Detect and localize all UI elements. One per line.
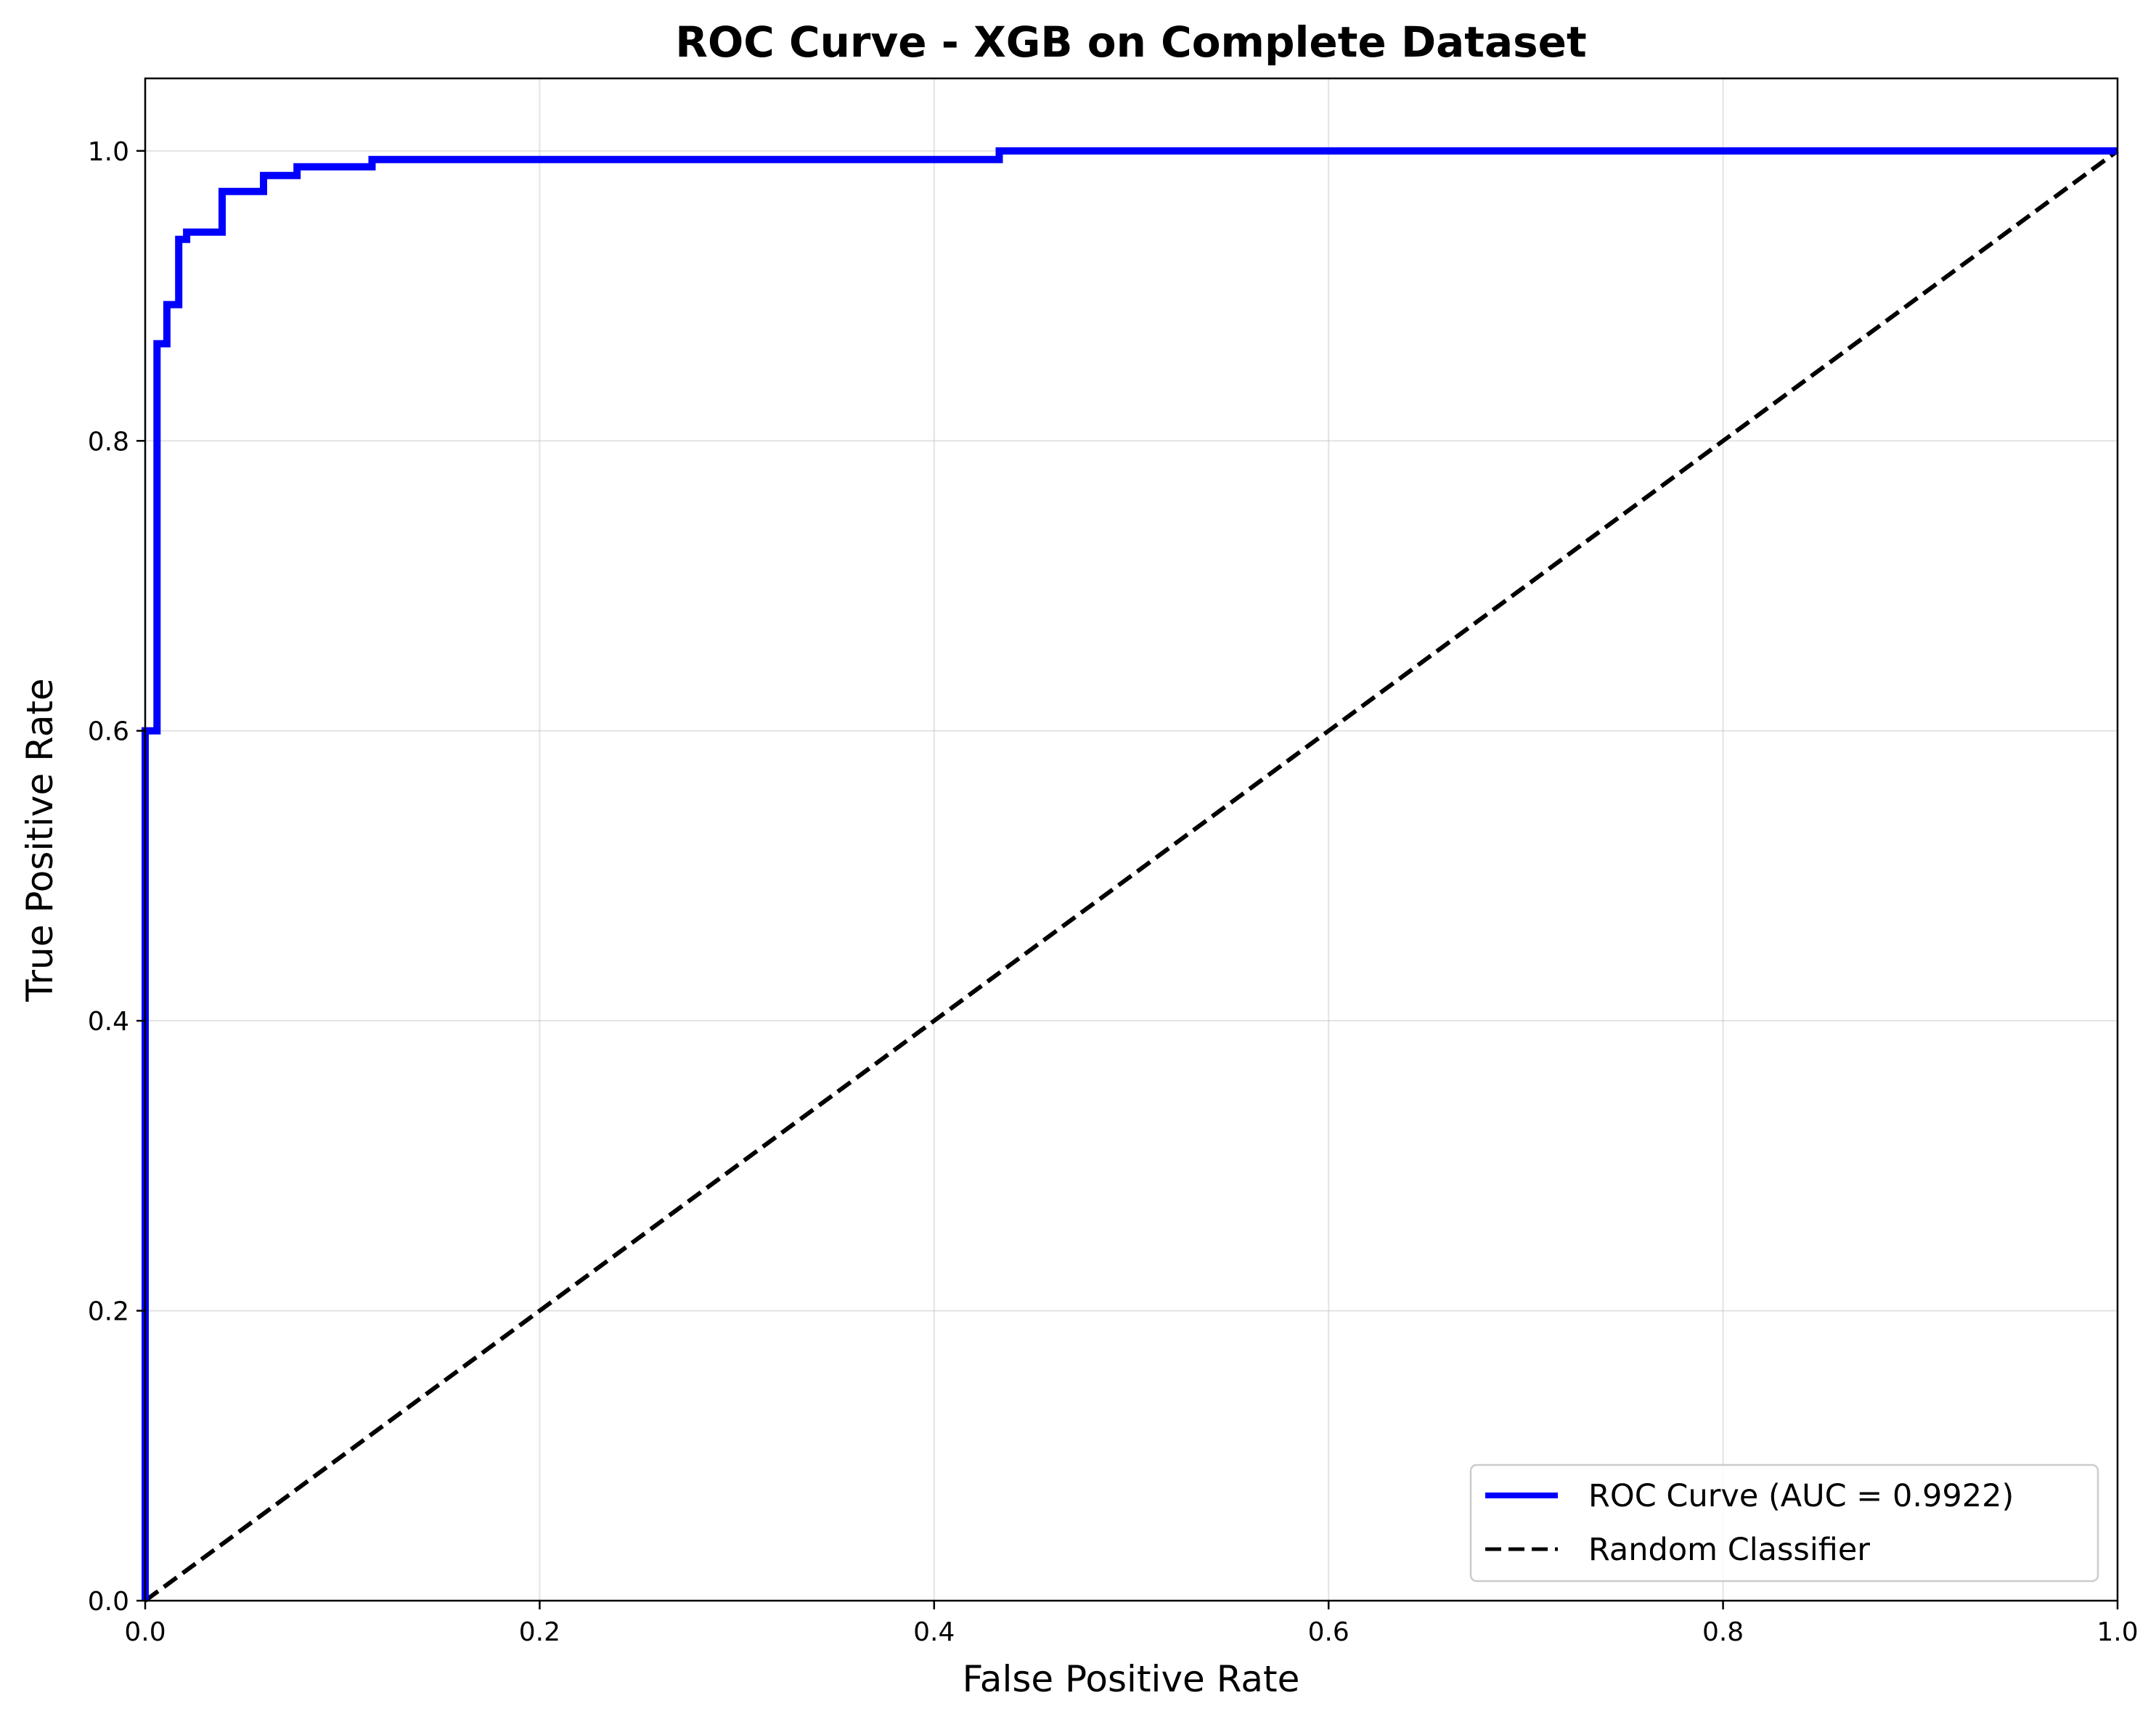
series-layer xyxy=(142,147,2119,1603)
y-axis-label: True Positive Rate xyxy=(19,678,61,1002)
plot-frame xyxy=(144,77,2119,1602)
y-tick-label: 0.4 xyxy=(88,1007,129,1037)
x-tick-label: 1.0 xyxy=(2096,1617,2138,1647)
chart-title: ROC Curve - XGB on Complete Dataset xyxy=(675,17,1586,67)
roc-curve-line xyxy=(142,147,2118,1601)
random-classifier-line xyxy=(144,149,2119,1603)
legend-roc-label: ROC Curve (AUC = 0.9922) xyxy=(1588,1478,2014,1514)
x-tick-label: 0.0 xyxy=(124,1617,166,1647)
legend-box xyxy=(1469,1463,2099,1583)
x-tick-label: 0.8 xyxy=(1702,1617,1744,1647)
y-tick-label: 0.8 xyxy=(88,427,129,457)
legend: ROC Curve (AUC = 0.9922) Random Classifi… xyxy=(1469,1463,2099,1583)
y-tick-label: 0.0 xyxy=(88,1587,129,1617)
x-tick-label: 0.2 xyxy=(519,1617,560,1647)
x-tick-label: 0.6 xyxy=(1308,1617,1349,1647)
x-axis-label: False Positive Rate xyxy=(963,1658,1300,1700)
y-tick-label: 0.2 xyxy=(88,1297,129,1327)
tick-layer: 0.0 0.2 0.4 0.6 0.8 1.0 0.0 0.2 0.4 0.6 0.8 1.0 xyxy=(88,137,2139,1647)
y-tick-label: 0.6 xyxy=(88,717,129,747)
grid-layer xyxy=(144,78,2118,1601)
y-tick-label: 1.0 xyxy=(88,137,129,167)
legend-random-label: Random Classifier xyxy=(1588,1532,1870,1568)
x-tick-label: 0.4 xyxy=(913,1617,955,1647)
